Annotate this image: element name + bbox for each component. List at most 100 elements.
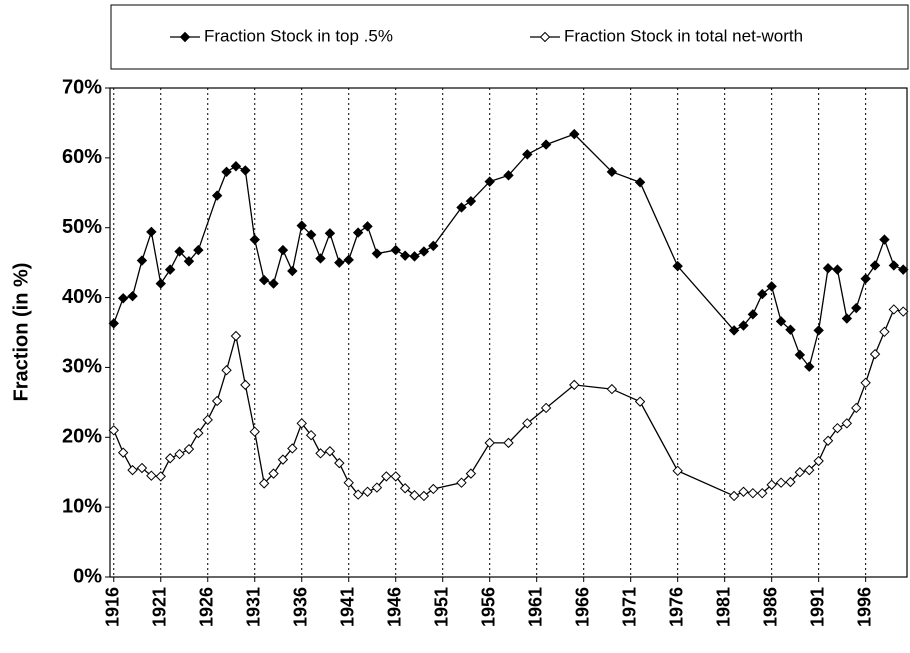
- data-point: [334, 257, 345, 268]
- data-point: [343, 254, 354, 266]
- data-point: [155, 278, 166, 289]
- data-point: [841, 418, 853, 429]
- legend-label: Fraction Stock in top .5%: [204, 26, 393, 45]
- data-point: [409, 251, 420, 262]
- data-point: [183, 443, 195, 455]
- data-point: [832, 264, 843, 275]
- x-tick-label: 1961: [525, 587, 545, 627]
- x-tick-label: 1951: [431, 587, 451, 627]
- data-point: [465, 468, 477, 479]
- data-point: [775, 316, 787, 327]
- data-point: [277, 454, 289, 465]
- data-point: [164, 264, 176, 275]
- data-point: [211, 395, 223, 407]
- data-point: [898, 264, 909, 275]
- data-point: [418, 490, 430, 502]
- data-point: [211, 190, 223, 201]
- data-point: [522, 149, 533, 160]
- data-point: [371, 248, 383, 259]
- data-point: [258, 274, 270, 286]
- data-point: [766, 479, 777, 490]
- data-point: [221, 365, 232, 376]
- data-point: [249, 426, 260, 437]
- data-point: [569, 379, 580, 391]
- y-tick-label: 70%: [62, 76, 102, 98]
- plot-frame: [109, 87, 908, 578]
- y-tick-label: 60%: [62, 146, 102, 168]
- data-point: [287, 443, 298, 454]
- legend-label: Fraction Stock in total net-worth: [564, 26, 803, 45]
- data-point: [202, 414, 213, 426]
- data-point: [785, 324, 796, 335]
- data-point: [672, 260, 683, 272]
- data-point: [822, 435, 834, 446]
- data-point: [888, 260, 900, 271]
- data-point: [738, 486, 749, 497]
- x-tick-label: 1936: [290, 587, 310, 627]
- x-tick-label: 1931: [243, 587, 263, 627]
- data-point: [108, 318, 119, 329]
- x-tick-label: 1956: [478, 587, 498, 627]
- data-point: [728, 490, 740, 502]
- data-point: [296, 220, 307, 231]
- data-point: [540, 402, 552, 414]
- data-point: [428, 483, 439, 495]
- data-point: [888, 304, 900, 315]
- data-point: [193, 427, 204, 439]
- data-point: [268, 468, 279, 479]
- series-line: [113, 308, 904, 497]
- data-point: [362, 486, 373, 497]
- x-tick-label: 1916: [103, 587, 123, 627]
- data-point: [146, 226, 157, 238]
- data-point: [672, 465, 683, 477]
- data-point: [428, 240, 439, 252]
- data-point: [794, 349, 806, 361]
- x-tick-label: 1971: [619, 587, 639, 627]
- data-point: [324, 446, 336, 457]
- data-point: [277, 244, 289, 256]
- data-point: [343, 477, 354, 488]
- data-point: [136, 462, 148, 474]
- legend-box: [110, 4, 909, 70]
- data-point: [390, 244, 401, 256]
- data-point: [794, 467, 806, 478]
- data-point: [804, 361, 815, 372]
- legend-marker: [539, 31, 551, 43]
- data-point: [484, 176, 495, 187]
- data-point: [315, 448, 326, 459]
- data-point: [860, 273, 871, 284]
- y-tick-label: 40%: [62, 286, 102, 308]
- data-point: [174, 448, 185, 460]
- data-point: [785, 476, 796, 488]
- data-point: [305, 429, 317, 441]
- data-point: [315, 253, 326, 264]
- data-point: [766, 281, 777, 292]
- legend-marker: [179, 31, 191, 43]
- data-point: [606, 383, 618, 395]
- data-point: [240, 379, 251, 391]
- data-point: [296, 418, 307, 429]
- data-point: [146, 470, 157, 481]
- data-point: [399, 250, 411, 261]
- data-point: [832, 422, 843, 434]
- data-point: [728, 325, 740, 336]
- y-tick-label: 20%: [62, 426, 102, 448]
- x-tick-label: 1981: [713, 587, 733, 627]
- data-point: [362, 221, 373, 232]
- data-point: [503, 437, 514, 449]
- data-point: [418, 246, 430, 257]
- data-point: [898, 306, 909, 317]
- y-tick-label: 0%: [73, 565, 102, 587]
- data-point: [869, 348, 881, 360]
- data-point: [127, 464, 138, 476]
- data-point: [569, 128, 580, 140]
- data-point: [522, 418, 533, 429]
- data-point: [352, 489, 364, 500]
- y-axis-label: Fraction (in %): [10, 263, 32, 402]
- data-point: [456, 202, 467, 213]
- x-tick-label: 1976: [666, 587, 686, 627]
- data-point: [258, 478, 270, 489]
- data-point: [117, 293, 129, 304]
- data-point: [305, 229, 317, 240]
- data-point: [456, 477, 467, 488]
